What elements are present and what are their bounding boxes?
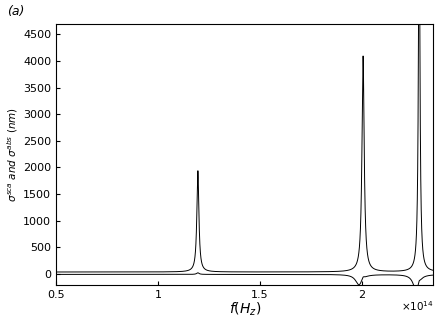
X-axis label: $f(H_z)$: $f(H_z)$: [228, 301, 261, 318]
Y-axis label: $\sigma^{sca}$ $and$ $\sigma^{abs}$ $(nm)$: $\sigma^{sca}$ $and$ $\sigma^{abs}$ $(nm…: [6, 107, 20, 202]
Text: $\times10^{14}$: $\times10^{14}$: [400, 299, 432, 313]
Text: (a): (a): [7, 5, 25, 18]
